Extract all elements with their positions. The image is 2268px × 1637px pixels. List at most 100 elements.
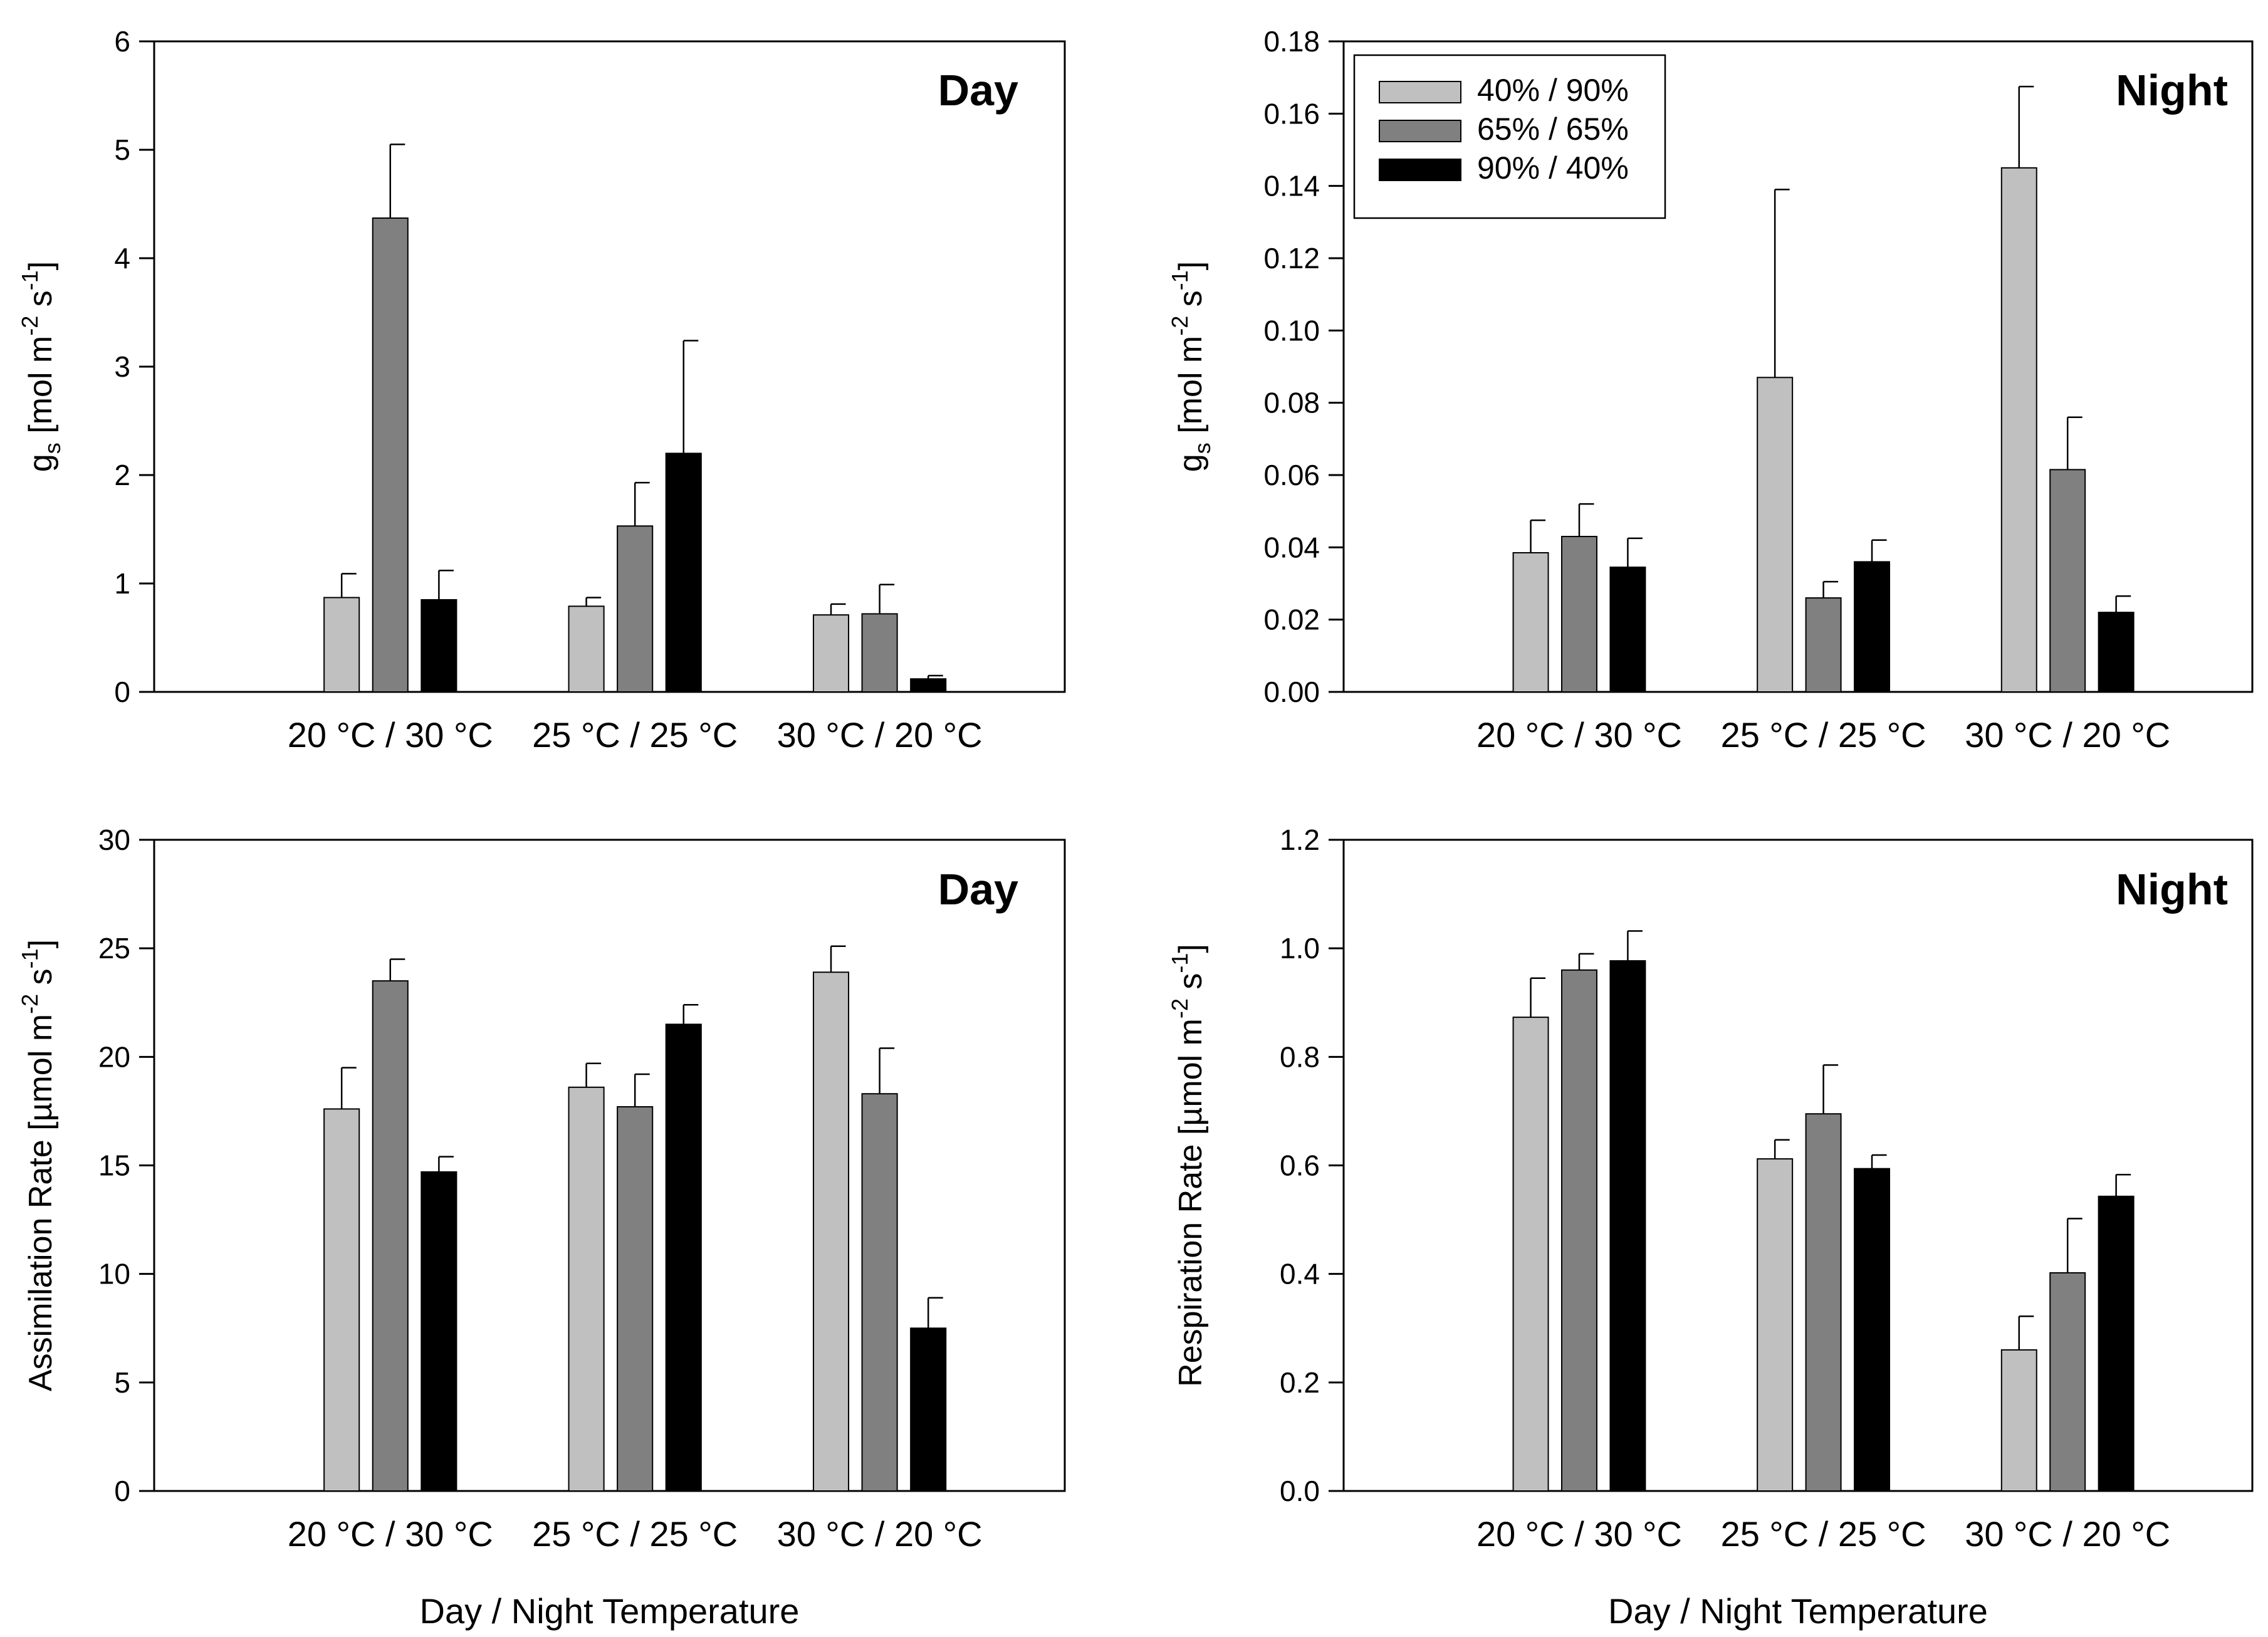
plot-frame xyxy=(153,40,1066,693)
bar-40-90--2 xyxy=(1757,377,1794,693)
y-tick-label: 0.16 xyxy=(1263,97,1320,130)
bar-90-40--1 xyxy=(1609,567,1646,693)
legend: 40% / 90% 65% / 65%90% / 40% xyxy=(1353,54,1666,219)
bar-40-90--3 xyxy=(812,971,850,1492)
y-tick-label: 0.04 xyxy=(1263,531,1320,563)
bar-40-90--1 xyxy=(1512,1017,1549,1492)
y-label-unit: s xyxy=(23,968,59,993)
bar-65-65--3 xyxy=(2049,1272,2086,1492)
y-tick-label: 0.02 xyxy=(1263,604,1320,636)
y-label-superscript: -1 xyxy=(1167,270,1193,290)
y-label-unit: s xyxy=(1173,290,1209,315)
y-label-subscript: s xyxy=(39,442,65,454)
y-tick-label: 0 xyxy=(114,676,130,708)
legend-swatch xyxy=(1379,159,1461,181)
y-tick-label: 0.12 xyxy=(1263,242,1320,275)
y-tick-label: 0.4 xyxy=(1280,1258,1320,1290)
bar-65-65--3 xyxy=(861,613,898,693)
y-tick-label: 25 xyxy=(98,932,130,965)
y-label-superscript: -2 xyxy=(1167,316,1193,336)
y-axis-label: Assimilation Rate [µmol m-2 s-1] xyxy=(17,939,59,1391)
y-tick-label: 15 xyxy=(98,1149,130,1182)
y-label-unit: s xyxy=(1173,973,1209,998)
chart-panel-top-left: 0 1 2 3 4 5 6 20 °C / 30 °C 25 °C / 25 °C 30 °C /… xyxy=(17,25,1066,755)
bar-40-90--2 xyxy=(568,605,605,693)
bar-90-40--2 xyxy=(665,1023,702,1492)
y-tick-label: 0.2 xyxy=(1280,1366,1320,1399)
y-tick-label: 5 xyxy=(114,133,130,166)
x-category-label: 20 °C / 30 °C xyxy=(1476,1514,1682,1554)
panel-title: Day xyxy=(938,66,1018,115)
bar-90-40--3 xyxy=(910,678,947,693)
y-tick-label: 3 xyxy=(114,350,130,383)
bar-65-65--2 xyxy=(617,525,654,693)
y-tick-label: 4 xyxy=(114,242,130,275)
legend-swatch xyxy=(1379,81,1461,103)
y-label-unit: ] xyxy=(23,261,59,270)
bar-40-90--3 xyxy=(2000,167,2037,693)
bar-90-40--1 xyxy=(421,1171,457,1492)
y-label-base: g xyxy=(23,454,59,472)
bar-90-40--1 xyxy=(1609,960,1646,1492)
y-tick-label: 0.18 xyxy=(1263,25,1320,58)
bar-90-40--3 xyxy=(2098,612,2135,693)
legend-label: 40% / 90% xyxy=(1477,73,1629,108)
x-category-label: 30 °C / 20 °C xyxy=(1965,1514,2170,1554)
bar-90-40--2 xyxy=(1854,1168,1891,1492)
x-category-label: 25 °C / 25 °C xyxy=(532,1514,738,1554)
y-label-unit: ] xyxy=(23,939,59,948)
x-category-label: 30 °C / 20 °C xyxy=(777,715,983,755)
legend-label: 65% / 65% xyxy=(1477,112,1629,147)
bar-65-65--2 xyxy=(1805,597,1842,693)
bar-65-65--1 xyxy=(372,980,409,1492)
y-tick-label: 0.6 xyxy=(1280,1149,1320,1182)
bar-65-65--2 xyxy=(617,1106,654,1492)
bar-90-40--3 xyxy=(910,1327,947,1492)
bar-65-65--2 xyxy=(1805,1113,1842,1492)
y-label-superscript: -2 xyxy=(1167,998,1193,1018)
legend-label: 90% / 40% xyxy=(1477,150,1629,186)
y-axis-label: Respiration Rate [µmol m-2 s-1] xyxy=(1167,944,1209,1387)
bar-65-65--3 xyxy=(861,1093,898,1492)
x-axis-title: Day / Night Temperature xyxy=(1608,1591,1988,1631)
y-tick-label: 0.08 xyxy=(1263,387,1320,419)
y-tick-label: 0.06 xyxy=(1263,459,1320,491)
y-tick-label: 6 xyxy=(114,25,130,58)
chart-panel-bottom-left: 0 5 10 15 20 25 30 20 °C / 30 °C 25 °C / 25 °C 30… xyxy=(17,824,1066,1631)
x-category-label: 20 °C / 30 °C xyxy=(288,1514,493,1554)
y-tick-label: 0.00 xyxy=(1263,676,1320,708)
bar-40-90--1 xyxy=(323,1108,360,1492)
y-label-unit: ] xyxy=(1173,261,1209,270)
y-label-unit: [mol m xyxy=(23,336,59,442)
bar-90-40--2 xyxy=(665,452,702,693)
y-tick-label: 1.2 xyxy=(1280,824,1320,856)
y-label-base: Assimilation Rate xyxy=(23,1139,59,1391)
y-label-superscript: -2 xyxy=(17,994,43,1014)
x-category-label: 30 °C / 20 °C xyxy=(1965,715,2170,755)
bar-40-90--1 xyxy=(323,597,360,693)
y-axis-label: gs [mol m-2 s-1] xyxy=(1167,261,1215,472)
y-label-superscript: -1 xyxy=(17,948,43,968)
y-tick-label: 0 xyxy=(114,1475,130,1507)
bar-90-40--2 xyxy=(1854,561,1891,693)
x-category-label: 25 °C / 25 °C xyxy=(1721,715,1926,755)
x-category-label: 25 °C / 25 °C xyxy=(1721,1514,1926,1554)
y-tick-label: 20 xyxy=(98,1040,130,1073)
bar-65-65--1 xyxy=(1561,969,1597,1492)
y-label-superscript: -2 xyxy=(17,316,43,336)
bar-65-65--1 xyxy=(1561,536,1597,693)
y-tick-label: 0.0 xyxy=(1280,1475,1320,1507)
y-tick-label: 1.0 xyxy=(1280,932,1320,965)
y-tick-label: 0.14 xyxy=(1263,170,1320,202)
bar-90-40--1 xyxy=(421,599,457,693)
y-tick-label: 30 xyxy=(98,824,130,856)
y-label-unit: [µmol m xyxy=(1173,1018,1209,1144)
y-tick-label: 1 xyxy=(114,567,130,600)
y-label-base: g xyxy=(1173,454,1209,472)
y-tick-label: 0.10 xyxy=(1263,314,1320,347)
bar-65-65--1 xyxy=(372,217,409,693)
panel-title: Day xyxy=(938,865,1018,914)
y-label-superscript: -1 xyxy=(17,270,43,290)
y-label-subscript: s xyxy=(1189,442,1215,454)
